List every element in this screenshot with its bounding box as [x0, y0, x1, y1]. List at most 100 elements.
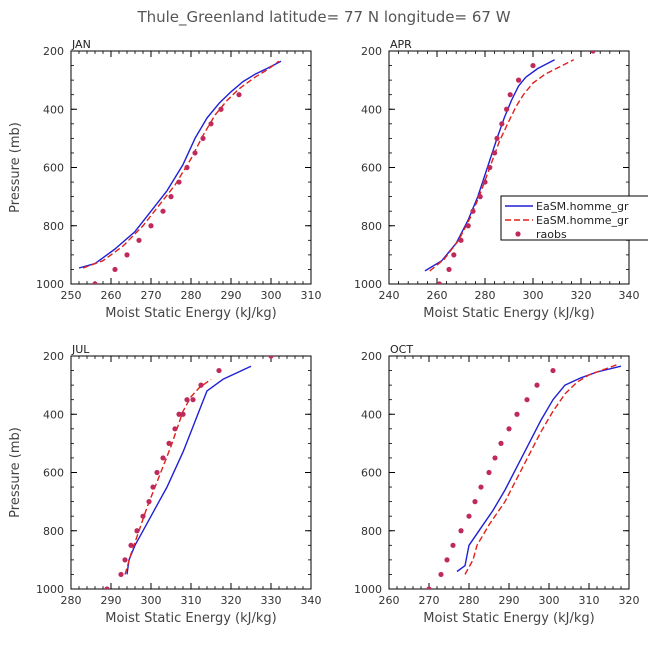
y-tick-label: 600 — [361, 467, 382, 480]
x-tick-label: 260 — [379, 594, 400, 607]
x-tick-label: 340 — [301, 594, 322, 607]
raobs-point — [477, 194, 483, 200]
series-line-dashed — [82, 60, 280, 269]
x-tick-label: 310 — [301, 289, 322, 302]
raobs-point — [492, 455, 498, 461]
y-tick-label: 1000 — [354, 583, 382, 596]
raobs-point — [166, 440, 172, 446]
raobs-point — [112, 266, 118, 273]
plot-area — [424, 51, 596, 284]
raobs-point — [504, 106, 510, 112]
raobs-point — [160, 208, 166, 214]
y-tick-label: 1000 — [354, 278, 382, 291]
x-axis-label: Moist Static Energy (kJ/kg) — [423, 611, 594, 626]
raobs-point — [208, 121, 214, 127]
legend-label: EaSM.homme_gr — [536, 200, 629, 213]
raobs-point — [192, 150, 198, 156]
raobs-point — [140, 513, 146, 519]
x-tick-label: 330 — [261, 594, 282, 607]
raobs-point — [180, 411, 186, 417]
raobs-point — [516, 77, 522, 83]
raobs-point — [494, 135, 500, 141]
x-tick-label: 320 — [619, 594, 640, 607]
x-tick-label: 280 — [61, 594, 82, 607]
x-tick-label: 260 — [427, 289, 448, 302]
plot-area — [104, 356, 274, 589]
series-line-solid — [126, 365, 252, 575]
x-tick-label: 270 — [419, 594, 440, 607]
x-tick-label: 300 — [261, 289, 282, 302]
legend-box — [500, 195, 648, 241]
y-tick-label: 800 — [43, 220, 64, 233]
raobs-point — [268, 356, 274, 359]
raobs-point — [92, 281, 98, 284]
raobs-point — [438, 571, 444, 578]
raobs-point — [492, 150, 498, 156]
x-tick-label: 290 — [221, 289, 242, 302]
series-line-solid — [78, 60, 282, 269]
raobs-point — [426, 586, 432, 589]
legend-label: raobs — [536, 228, 567, 241]
raobs-point — [134, 528, 140, 534]
x-tick-label: 300 — [539, 594, 560, 607]
raobs-point — [190, 397, 196, 403]
y-tick-label: 600 — [43, 467, 64, 480]
raobs-point — [486, 469, 492, 476]
raobs-point — [184, 397, 190, 403]
raobs-point — [478, 484, 484, 490]
raobs-point — [172, 426, 178, 432]
x-tick-label: 240 — [379, 289, 400, 302]
raobs-point — [236, 92, 242, 98]
raobs-point — [498, 440, 504, 446]
x-tick-label: 280 — [475, 289, 496, 302]
raobs-point — [458, 237, 464, 243]
raobs-point — [472, 499, 478, 505]
raobs-point — [150, 484, 156, 490]
x-tick-label: 310 — [579, 594, 600, 607]
y-tick-label: 200 — [43, 45, 64, 58]
panel-apr: 240 260 280 300 320 340 200 400 600 800 1000 APR Moi… — [354, 38, 648, 321]
x-tick-label: 250 — [61, 289, 82, 302]
x-tick-label: 300 — [141, 594, 162, 607]
raobs-point — [506, 426, 512, 432]
raobs-point — [550, 367, 556, 374]
y-tick-label: 1000 — [36, 278, 64, 291]
panel-label: APR — [390, 38, 412, 51]
x-tick-label: 320 — [221, 594, 242, 607]
y-axis-label: Pressure (mb) — [8, 427, 23, 518]
raobs-point — [124, 252, 130, 258]
x-tick-label: 280 — [459, 594, 480, 607]
y-axis-label: Pressure (mb) — [8, 122, 23, 213]
raobs-point — [465, 223, 471, 229]
panel-label: JUL — [71, 343, 90, 356]
plot-frame — [388, 50, 630, 285]
raobs-point — [436, 281, 442, 284]
x-tick-label: 300 — [523, 289, 544, 302]
raobs-point — [446, 266, 452, 273]
y-tick-label: 800 — [43, 525, 64, 538]
raobs-point — [218, 106, 224, 112]
raobs-point — [198, 382, 204, 388]
plot-frame — [70, 50, 312, 285]
x-axis-label: Moist Static Energy (kJ/kg) — [105, 306, 276, 321]
x-tick-label: 340 — [619, 289, 640, 302]
y-tick-label: 400 — [43, 103, 64, 116]
series-line-solid — [456, 365, 622, 573]
y-tick-label: 600 — [361, 162, 382, 175]
raobs-point — [514, 411, 520, 417]
raobs-point — [118, 571, 124, 578]
raobs-point — [458, 528, 464, 534]
raobs-point — [524, 397, 530, 403]
series-line-dashed — [464, 364, 618, 575]
legend-marker — [515, 231, 521, 237]
x-tick-label: 270 — [141, 289, 162, 302]
y-tick-label: 200 — [361, 350, 382, 363]
raobs-point — [176, 179, 182, 185]
raobs-point — [482, 179, 488, 185]
raobs-point — [451, 252, 457, 258]
raobs-point — [530, 62, 536, 69]
x-axis-label: Moist Static Energy (kJ/kg) — [105, 611, 276, 626]
y-tick-label: 400 — [361, 408, 382, 421]
